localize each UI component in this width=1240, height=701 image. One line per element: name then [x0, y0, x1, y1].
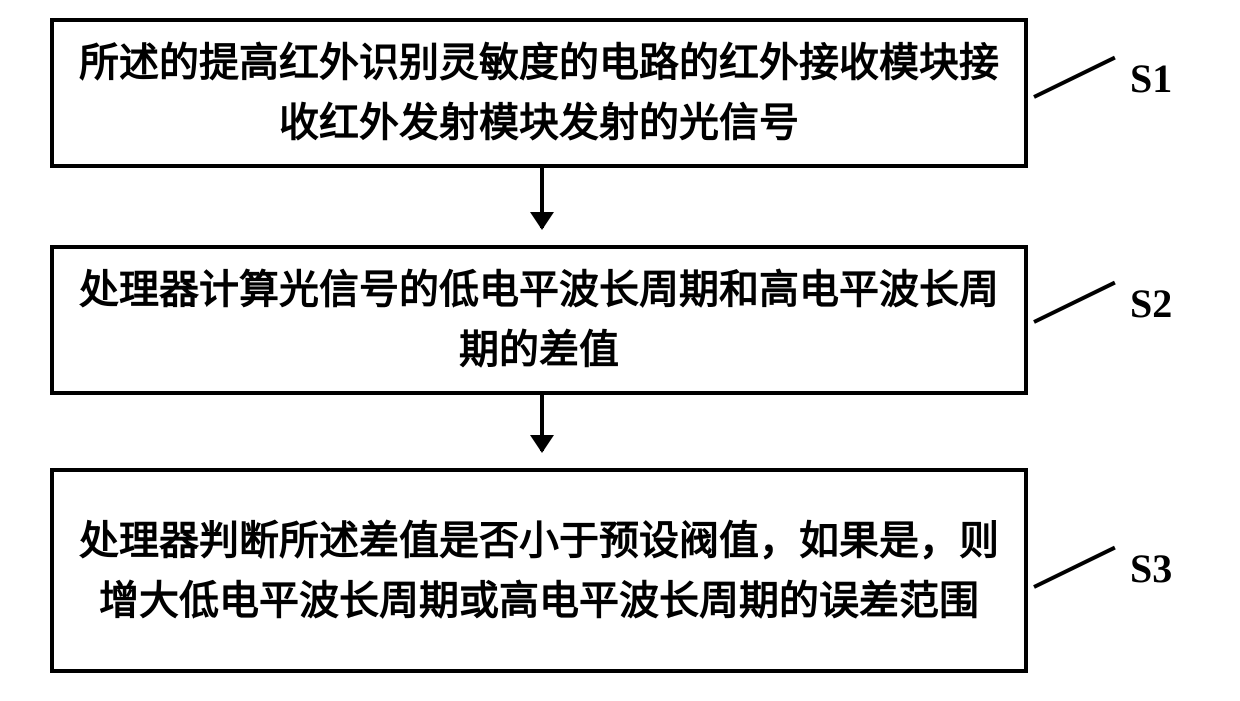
step-text-s3: 处理器判断所述差值是否小于预设阀值，如果是，则增大低电平波长周期或高电平波长周期…	[78, 511, 1000, 631]
step-label-s1: S1	[1130, 55, 1172, 102]
step-label-s2: S2	[1130, 280, 1172, 327]
step-label-s3: S3	[1130, 545, 1172, 592]
step-box-s2: 处理器计算光信号的低电平波长周期和高电平波长周期的差值	[50, 245, 1028, 395]
step-box-s1: 所述的提高红外识别灵敏度的电路的红外接收模块接收红外发射模块发射的光信号	[50, 18, 1028, 168]
label-line-s3	[1033, 546, 1116, 589]
label-line-s1	[1033, 56, 1116, 99]
step-text-s1: 所述的提高红外识别灵敏度的电路的红外接收模块接收红外发射模块发射的光信号	[78, 33, 1000, 153]
arrow-s1-s2	[540, 168, 544, 228]
flowchart-container: 所述的提高红外识别灵敏度的电路的红外接收模块接收红外发射模块发射的光信号 S1 …	[0, 0, 1240, 701]
arrow-s2-s3	[540, 395, 544, 451]
step-box-s3: 处理器判断所述差值是否小于预设阀值，如果是，则增大低电平波长周期或高电平波长周期…	[50, 468, 1028, 673]
label-line-s2	[1033, 281, 1116, 324]
step-text-s2: 处理器计算光信号的低电平波长周期和高电平波长周期的差值	[78, 260, 1000, 380]
